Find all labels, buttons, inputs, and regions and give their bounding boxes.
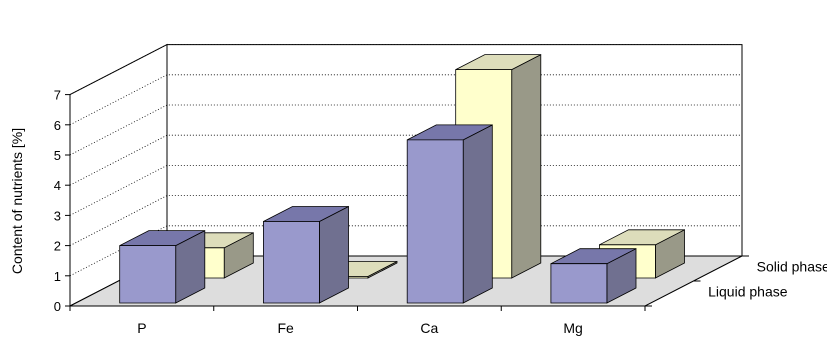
y-tick-label: 3 [54,208,61,223]
depth-label: Solid phase [757,259,827,275]
gridline [69,195,742,246]
bar-front-face [550,263,608,304]
y-tick-label: 6 [54,118,61,133]
bar-side-face [318,205,349,304]
x-tick-labels: P Fe Ca Mg [137,320,583,336]
bar-side-face [462,124,493,304]
bar-liquid-phase-ca [406,124,493,304]
bar-side-face [511,53,542,279]
x-tick-label: Mg [563,320,582,336]
gridline [69,44,742,95]
y-axis-title: Content of nutrients [%] [9,128,25,274]
gridline [69,134,742,186]
bar-liquid-phase-mg [550,248,637,304]
x-tick-label: Ca [420,320,438,336]
gridline [69,74,742,126]
x-tick-label: P [137,320,146,336]
y-tick-label: 2 [54,239,61,254]
gridline [69,225,742,277]
y-tick-label: 7 [54,88,61,103]
bar-front-face [262,221,320,304]
bar-front-face [406,139,464,304]
bar-front-face [119,245,177,304]
gridline [69,164,742,216]
x-tick-label: Fe [277,320,294,336]
gridline [69,104,742,156]
y-tick-label: 5 [54,148,61,163]
axes [65,94,749,311]
series-depth-labels: Liquid phase Solid phase [708,259,827,300]
bar-liquid-phase-p [119,229,206,304]
bar-liquid-phase-fe [262,205,349,304]
y-tick-labels: 0 1 2 3 4 5 6 7 [54,88,61,314]
depth-label: Liquid phase [708,284,788,300]
gridlines [69,44,742,277]
y-tick-label: 1 [54,269,61,284]
bars [119,53,685,304]
y-tick-label: 0 [54,299,61,314]
y-tick-label: 4 [54,178,61,193]
